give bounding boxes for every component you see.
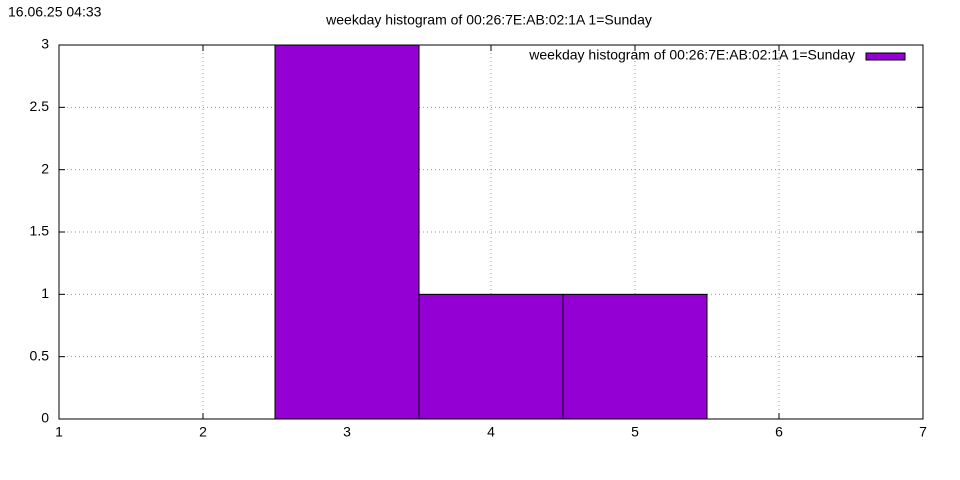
plot-frame <box>58 44 924 420</box>
x-tick-label: 1 <box>55 424 63 440</box>
bar <box>418 293 564 420</box>
x-tick-label: 4 <box>487 424 495 440</box>
x-tick-label: 2 <box>199 424 207 440</box>
x-tick-label: 3 <box>343 424 351 440</box>
timestamp: 16.06.25 04:33 <box>8 4 102 20</box>
y-tick-label: 1 <box>41 285 49 301</box>
bar <box>274 44 420 420</box>
x-tick-label: 7 <box>919 424 927 440</box>
x-tick-label: 5 <box>631 424 639 440</box>
bar <box>562 293 708 420</box>
legend-label: weekday histogram of 00:26:7E:AB:02:1A 1… <box>528 47 855 63</box>
legend-swatch <box>865 52 906 61</box>
y-tick-label: 2.5 <box>30 98 50 114</box>
y-tick-label: 3 <box>41 36 49 52</box>
x-tick-label: 6 <box>775 424 783 440</box>
y-tick-label: 2 <box>41 160 49 176</box>
y-tick-label: 1.5 <box>30 223 50 239</box>
y-tick-label: 0 <box>41 410 49 426</box>
chart-title: weekday histogram of 00:26:7E:AB:02:1A 1… <box>325 12 652 28</box>
y-tick-label: 0.5 <box>30 347 50 363</box>
